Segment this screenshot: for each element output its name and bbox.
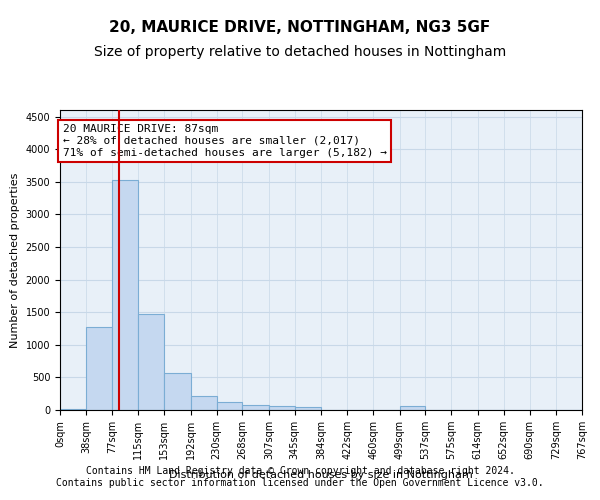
Bar — [295, 408, 322, 410]
Bar — [400, 406, 425, 410]
Text: 20, MAURICE DRIVE, NOTTINGHAM, NG3 5GF: 20, MAURICE DRIVE, NOTTINGHAM, NG3 5GF — [109, 20, 491, 35]
Bar — [217, 402, 242, 410]
Bar — [60, 408, 86, 410]
Bar — [112, 180, 138, 410]
Bar — [242, 405, 269, 410]
Bar — [164, 373, 191, 410]
Bar — [138, 314, 164, 410]
Bar — [191, 396, 217, 410]
Text: Contains HM Land Registry data © Crown copyright and database right 2024.
Contai: Contains HM Land Registry data © Crown c… — [56, 466, 544, 487]
Text: 20 MAURICE DRIVE: 87sqm
← 28% of detached houses are smaller (2,017)
71% of semi: 20 MAURICE DRIVE: 87sqm ← 28% of detache… — [63, 124, 387, 158]
Y-axis label: Number of detached properties: Number of detached properties — [10, 172, 20, 348]
X-axis label: Distribution of detached houses by size in Nottingham: Distribution of detached houses by size … — [169, 470, 473, 480]
Bar — [86, 327, 112, 410]
Bar — [269, 406, 295, 410]
Text: Size of property relative to detached houses in Nottingham: Size of property relative to detached ho… — [94, 45, 506, 59]
